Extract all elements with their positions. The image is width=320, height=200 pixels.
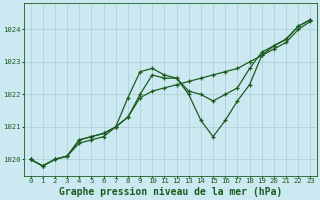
X-axis label: Graphe pression niveau de la mer (hPa): Graphe pression niveau de la mer (hPa) — [59, 186, 282, 197]
